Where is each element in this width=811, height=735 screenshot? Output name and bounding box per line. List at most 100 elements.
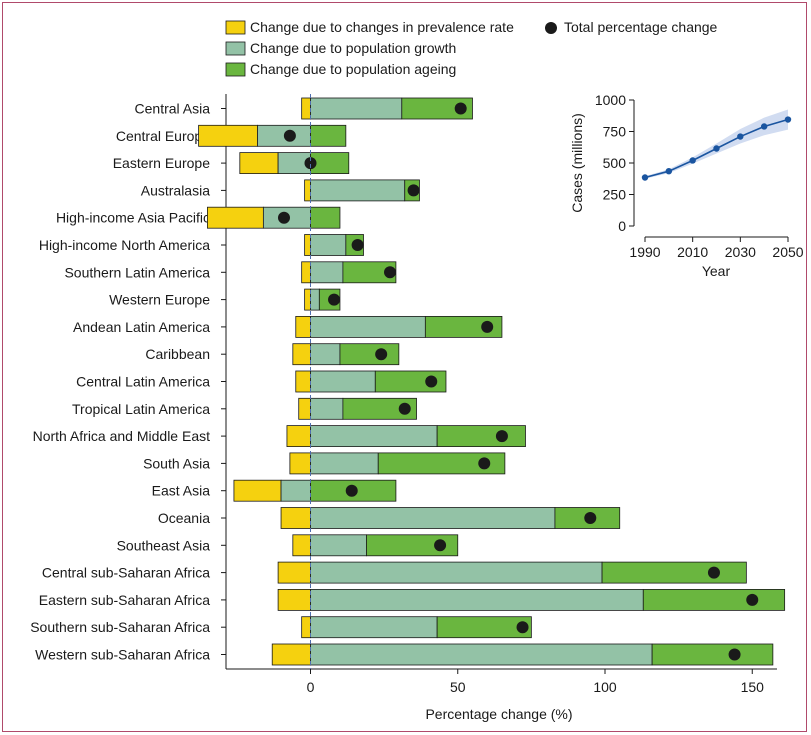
bar-population-growth-19: [310, 616, 438, 639]
total-change-point-19: [516, 621, 529, 634]
inset-x-tick-label-1: 2010: [677, 244, 708, 260]
bar-population-growth-6: [310, 261, 344, 284]
bar-population-ageing-13: [377, 452, 506, 475]
x-tick-label-0: 0: [307, 679, 315, 695]
bar-prevalence-17: [277, 561, 311, 584]
y-tick-label-15: Oceania: [158, 510, 210, 526]
total-change-point-15: [584, 512, 597, 524]
y-tick-label-12: North Africa and Middle East: [33, 428, 211, 444]
y-tick-label-10: Central Latin America: [76, 374, 210, 390]
total-change-point-3: [407, 184, 420, 197]
bar-population-growth-11: [310, 397, 344, 420]
total-change-point-20: [728, 648, 741, 661]
bar-prevalence-9: [292, 343, 311, 366]
x-tick-label-2: 100: [593, 679, 617, 695]
inset-y-axis-title: Cases (millions): [569, 113, 585, 213]
y-tick-label-8: Andean Latin America: [73, 319, 210, 335]
bar-population-growth-9: [310, 343, 341, 366]
bar-population-ageing-19: [436, 616, 532, 639]
bar-prevalence-20: [271, 643, 311, 666]
bar-prevalence-13: [289, 452, 311, 475]
legend: Change due to changes in prevalence rate…: [225, 19, 718, 77]
bar-population-ageing-20: [651, 643, 774, 666]
bar-prevalence-8: [295, 315, 311, 338]
inset-y-tick-label-0: 0: [618, 218, 626, 234]
total-change-point-14: [345, 484, 358, 497]
total-change-point-4: [277, 211, 290, 224]
total-change-point-5: [351, 239, 364, 251]
bar-population-ageing-10: [374, 370, 447, 393]
bar-population-growth-18: [310, 589, 644, 611]
inset-y-tick-label-2: 500: [603, 155, 627, 171]
inset-point-0: [641, 174, 649, 181]
inset-point-5: [760, 123, 768, 130]
y-tick-label-19: Southern sub-Saharan Africa: [30, 619, 210, 635]
bar-prevalence-10: [295, 370, 311, 393]
inset-y-tick-label-3: 750: [603, 124, 627, 140]
inset-panel: [552, 86, 800, 282]
y-tick-label-16: Southeast Asia: [117, 537, 211, 553]
bar-population-ageing-11: [342, 397, 417, 420]
legend-label-prevalence: Change due to changes in prevalence rate: [250, 19, 514, 35]
bar-prevalence-19: [301, 616, 311, 639]
bar-population-growth-20: [310, 643, 653, 666]
bar-population-ageing-9: [339, 343, 400, 366]
inset-line-chart: 0 250 500 750 1000 1990 2010 2030 2050 Year Cases …: [552, 86, 804, 282]
y-tick-label-0: Central Asia: [135, 101, 211, 117]
bar-population-ageing-0: [401, 97, 473, 120]
total-change-point-13: [478, 457, 491, 470]
y-tick-label-20: Western sub-Saharan Africa: [35, 647, 210, 663]
inset-point-4: [737, 133, 744, 140]
bar-population-growth-3: [310, 179, 406, 202]
legend-label-total: Total percentage change: [564, 19, 718, 35]
total-change-point-12: [495, 430, 508, 443]
bar-prevalence-12: [286, 425, 311, 448]
y-tick-label-17: Central sub-Saharan Africa: [42, 565, 210, 581]
inset-y-tick-label-1: 250: [603, 187, 627, 203]
legend-label-population-ageing: Change due to population ageing: [250, 61, 456, 77]
bar-prevalence-6: [301, 261, 311, 284]
bar-prevalence-3: [304, 179, 311, 202]
total-change-point-16: [434, 539, 447, 552]
inset-point-2: [689, 157, 696, 164]
legend-swatch-population-growth: [225, 41, 246, 56]
bar-prevalence-7: [304, 288, 311, 311]
bar-prevalence-15: [280, 507, 311, 529]
y-tick-label-3: Australasia: [141, 182, 210, 198]
bar-population-growth-14: [280, 479, 311, 502]
bar-population-ageing-1: [310, 124, 347, 147]
y-tick-label-6: Southern Latin America: [64, 264, 210, 280]
x-tick-label-1: 50: [450, 679, 466, 695]
y-tick-label-18: Eastern sub-Saharan Africa: [39, 592, 210, 608]
bar-population-growth-0: [310, 97, 403, 120]
bar-population-ageing-18: [642, 589, 786, 611]
total-change-point-2: [304, 157, 317, 170]
y-tick-label-2: Eastern Europe: [113, 155, 210, 171]
inset-x-tick-label-3: 2050: [772, 244, 803, 260]
bar-prevalence-14: [233, 479, 282, 502]
legend-label-population-growth: Change due to population growth: [250, 40, 456, 56]
bar-population-ageing-12: [436, 425, 526, 448]
legend-swatch-prevalence: [225, 20, 246, 35]
total-change-point-0: [454, 102, 467, 115]
bar-population-ageing-17: [601, 561, 747, 584]
inset-point-6: [784, 116, 792, 123]
bar-population-growth-5: [310, 234, 347, 256]
inset-point-1: [665, 167, 673, 175]
bar-population-ageing-16: [366, 534, 459, 557]
y-tick-label-1: Central Europe: [116, 128, 210, 144]
total-change-point-7: [328, 293, 341, 306]
bar-prevalence-5: [304, 234, 311, 256]
y-tick-label-11: Tropical Latin America: [72, 401, 210, 417]
y-tick-label-4: High-income Asia Pacific: [56, 210, 210, 226]
bar-population-growth-7: [310, 288, 320, 311]
bar-population-growth-12: [310, 425, 438, 448]
y-tick-label-7: Western Europe: [109, 292, 210, 308]
bar-prevalence-11: [298, 397, 311, 420]
bar-prevalence-0: [301, 97, 311, 120]
total-change-point-1: [283, 129, 296, 142]
bar-population-growth-10: [310, 370, 376, 393]
total-change-point-8: [481, 320, 494, 333]
